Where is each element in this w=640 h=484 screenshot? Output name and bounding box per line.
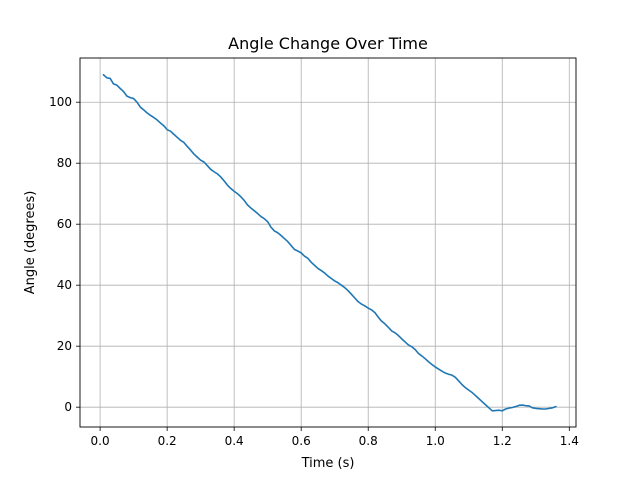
y-axis-label: Angle (degrees) (23, 191, 38, 295)
y-tick-label: 80 (57, 156, 72, 170)
x-tick-label: 1.4 (560, 434, 579, 448)
x-tick-label: 0.4 (225, 434, 244, 448)
y-tick-label: 40 (57, 278, 72, 292)
x-tick-label: 1.0 (426, 434, 445, 448)
y-tick-label: 20 (57, 339, 72, 353)
series-layer (102, 73, 557, 412)
axes-frame (79, 57, 577, 428)
x-axis-label: Time (s) (301, 456, 355, 471)
x-tick-label: 0.6 (292, 434, 311, 448)
x-tick-label: 0.8 (359, 434, 378, 448)
y-tick-label: 0 (64, 400, 72, 414)
x-tick-label: 1.2 (493, 434, 512, 448)
y-tick-label: 100 (49, 95, 72, 109)
chart-title: Angle Change Over Time (228, 34, 428, 53)
angle-series-line (102, 73, 557, 412)
x-tick-label: 0.0 (91, 434, 110, 448)
tick-marks: 0.0 0.2 0.4 0.6 0.8 1.0 1.2 1.4 0 20 40 60 80 100 (49, 95, 579, 448)
y-tick-label: 60 (57, 217, 72, 231)
x-tick-label: 0.2 (158, 434, 177, 448)
grid-lines (80, 58, 576, 427)
